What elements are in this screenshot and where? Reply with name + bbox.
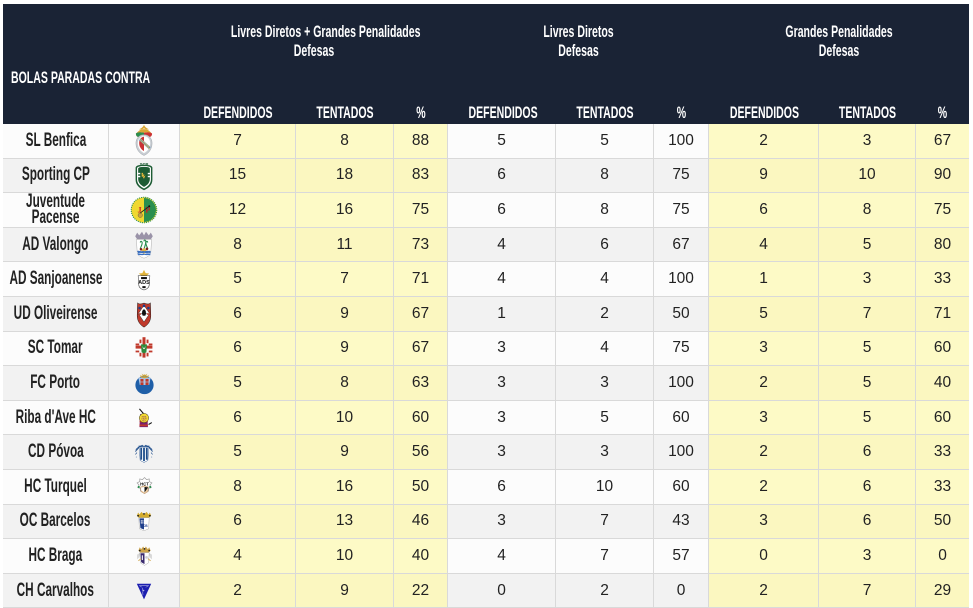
svg-text:ADS: ADS	[138, 280, 150, 286]
svg-text:OCB: OCB	[140, 524, 148, 528]
